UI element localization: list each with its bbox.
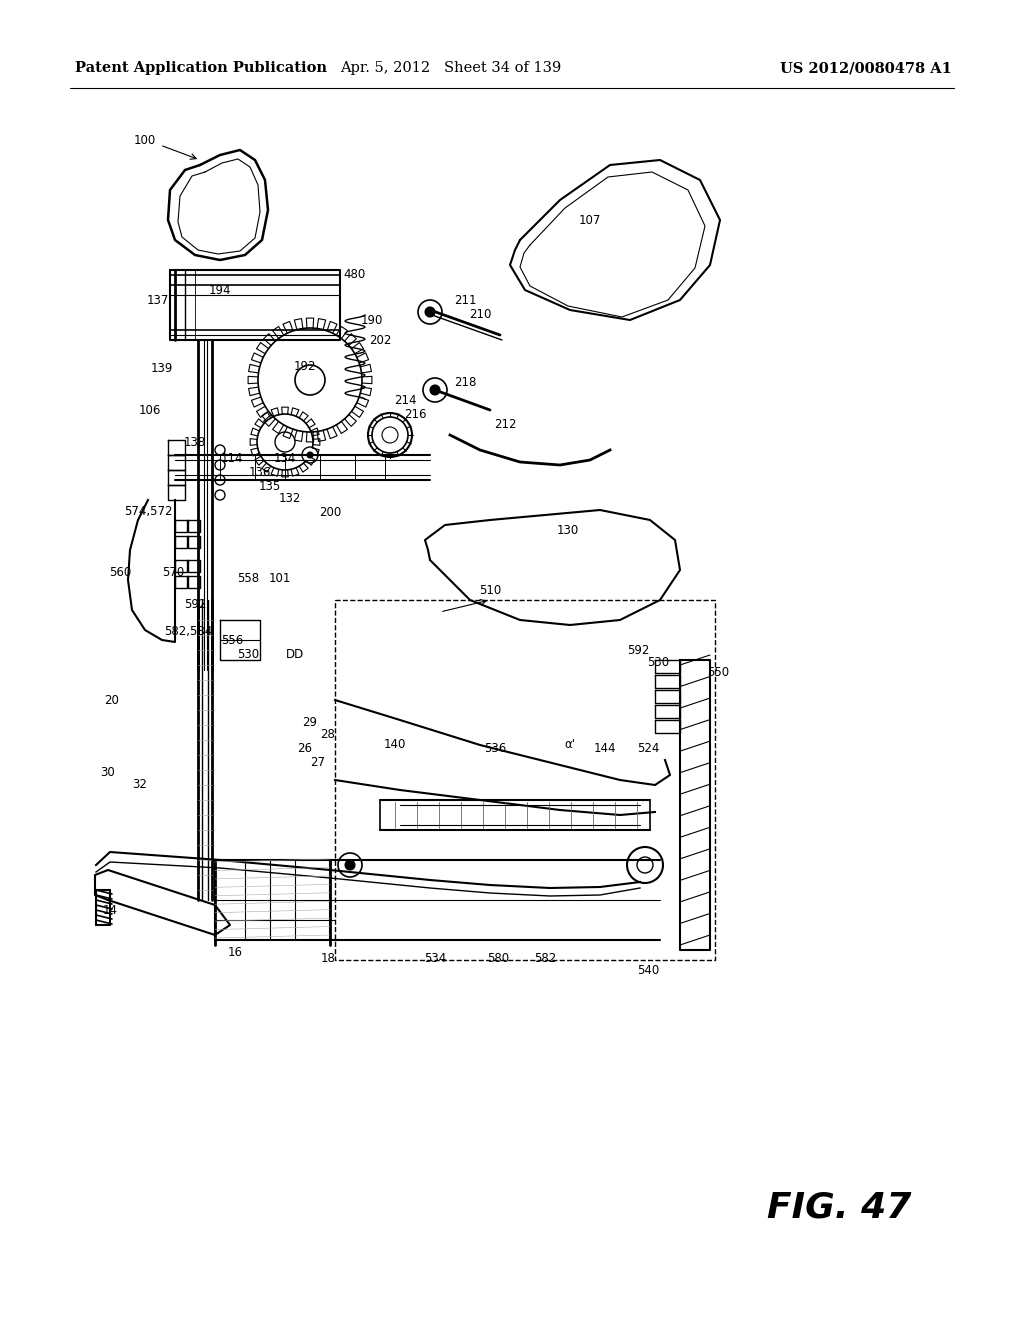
Text: 524: 524	[637, 742, 659, 755]
Text: 582: 582	[534, 952, 556, 965]
Text: 14: 14	[102, 903, 118, 916]
Text: 570: 570	[162, 565, 184, 578]
Text: 137: 137	[146, 293, 169, 306]
Text: 107: 107	[579, 214, 601, 227]
Text: 540: 540	[637, 964, 659, 977]
Text: 135: 135	[259, 479, 282, 492]
Circle shape	[275, 432, 295, 451]
Text: 530: 530	[237, 648, 259, 661]
Circle shape	[430, 385, 440, 395]
Text: 530: 530	[647, 656, 669, 668]
Text: 582,584: 582,584	[164, 626, 212, 639]
Text: 29: 29	[302, 715, 317, 729]
Text: 144: 144	[594, 742, 616, 755]
Text: 480: 480	[344, 268, 367, 281]
Text: 534: 534	[424, 952, 446, 965]
Circle shape	[637, 857, 653, 873]
Circle shape	[382, 426, 398, 444]
Circle shape	[215, 490, 225, 500]
Text: 550: 550	[707, 665, 729, 678]
Text: 32: 32	[132, 779, 147, 792]
Text: 510: 510	[479, 583, 501, 597]
Text: 100: 100	[134, 133, 156, 147]
Text: 214: 214	[394, 393, 416, 407]
Text: 212: 212	[494, 418, 516, 432]
Text: 30: 30	[100, 766, 116, 779]
Text: 101: 101	[269, 572, 291, 585]
Text: 114: 114	[221, 451, 244, 465]
Circle shape	[345, 861, 355, 870]
Text: 18: 18	[321, 952, 336, 965]
Circle shape	[295, 366, 325, 395]
Circle shape	[368, 413, 412, 457]
Text: US 2012/0080478 A1: US 2012/0080478 A1	[780, 61, 952, 75]
Text: 211: 211	[454, 293, 476, 306]
Circle shape	[423, 378, 447, 403]
Circle shape	[338, 853, 362, 876]
Text: 140: 140	[384, 738, 407, 751]
Text: 216: 216	[403, 408, 426, 421]
Circle shape	[627, 847, 663, 883]
Circle shape	[418, 300, 442, 323]
Text: α': α'	[564, 738, 575, 751]
Text: 139: 139	[151, 362, 173, 375]
Text: 580: 580	[487, 952, 509, 965]
Text: 194: 194	[209, 284, 231, 297]
Text: FIG. 47: FIG. 47	[768, 1191, 911, 1225]
Circle shape	[380, 425, 400, 445]
Text: 558: 558	[237, 572, 259, 585]
Text: 560: 560	[109, 565, 131, 578]
Text: 20: 20	[104, 693, 120, 706]
Text: 218: 218	[454, 375, 476, 388]
Text: 556: 556	[221, 634, 243, 647]
Text: Apr. 5, 2012   Sheet 34 of 139: Apr. 5, 2012 Sheet 34 of 139	[340, 61, 561, 75]
Text: 574,572: 574,572	[124, 506, 172, 519]
Text: 132: 132	[279, 491, 301, 504]
Text: 192: 192	[294, 360, 316, 374]
Text: 138: 138	[184, 436, 206, 449]
Text: 26: 26	[298, 742, 312, 755]
Circle shape	[307, 451, 313, 458]
Text: 200: 200	[318, 506, 341, 519]
Circle shape	[215, 475, 225, 484]
Text: 592: 592	[184, 598, 206, 611]
Text: 28: 28	[321, 729, 336, 742]
Circle shape	[372, 417, 408, 453]
Text: 106: 106	[139, 404, 161, 417]
Circle shape	[215, 459, 225, 470]
Text: 592: 592	[627, 644, 649, 656]
Text: Patent Application Publication: Patent Application Publication	[75, 61, 327, 75]
Circle shape	[425, 308, 435, 317]
Circle shape	[302, 447, 318, 463]
Circle shape	[215, 445, 225, 455]
Text: 536: 536	[484, 742, 506, 755]
Text: 210: 210	[469, 309, 492, 322]
Text: DD: DD	[286, 648, 304, 661]
Text: 202: 202	[369, 334, 391, 346]
Text: 27: 27	[310, 755, 326, 768]
Text: 136: 136	[249, 466, 271, 479]
Text: 130: 130	[557, 524, 580, 536]
Text: 134: 134	[273, 451, 296, 465]
Text: 190: 190	[360, 314, 383, 326]
Text: 16: 16	[227, 945, 243, 958]
